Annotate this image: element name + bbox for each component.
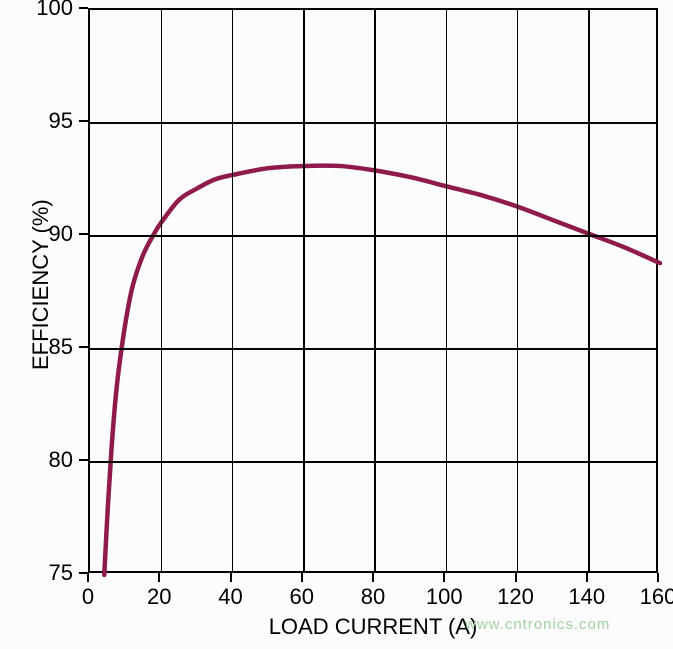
- x-tick-label: 140: [568, 584, 605, 610]
- grid-line-v: [374, 10, 376, 571]
- watermark: www.cntronics.com: [465, 616, 610, 633]
- plot-area: [88, 8, 658, 573]
- y-tick: [79, 459, 88, 461]
- x-tick-label: 40: [218, 584, 242, 610]
- y-tick: [79, 7, 88, 9]
- y-tick-label: 80: [49, 447, 73, 473]
- grid-line-h: [90, 461, 656, 463]
- x-tick-label: 20: [147, 584, 171, 610]
- grid-line-h: [90, 122, 656, 124]
- x-tick-label: 0: [82, 584, 94, 610]
- grid-line-v: [446, 10, 448, 571]
- y-tick: [79, 572, 88, 574]
- x-tick: [301, 573, 303, 582]
- y-tick-label: 95: [49, 108, 73, 134]
- x-tick: [372, 573, 374, 582]
- x-axis-label: LOAD CURRENT (A): [269, 614, 478, 640]
- x-tick: [515, 573, 517, 582]
- x-tick-label: 100: [426, 584, 463, 610]
- x-tick-label: 120: [497, 584, 534, 610]
- x-tick: [87, 573, 89, 582]
- y-tick-label: 100: [36, 0, 73, 21]
- grid-line-h: [90, 235, 656, 237]
- y-tick: [79, 346, 88, 348]
- grid-line-v: [588, 10, 590, 571]
- y-tick: [79, 120, 88, 122]
- x-tick-label: 60: [290, 584, 314, 610]
- y-tick-label: 75: [49, 560, 73, 586]
- grid-line-v: [232, 10, 234, 571]
- x-tick: [443, 573, 445, 582]
- grid-line-v: [517, 10, 519, 571]
- x-tick: [230, 573, 232, 582]
- x-tick: [657, 573, 659, 582]
- x-tick-label: 80: [361, 584, 385, 610]
- x-tick-label: 160: [640, 584, 673, 610]
- y-tick-label: 85: [49, 334, 73, 360]
- grid-line-v: [161, 10, 163, 571]
- y-tick-label: 90: [49, 221, 73, 247]
- efficiency-chart: { "chart": { "type": "line", "background…: [0, 0, 673, 649]
- x-tick: [586, 573, 588, 582]
- grid-line-h: [90, 348, 656, 350]
- x-tick: [158, 573, 160, 582]
- y-tick: [79, 233, 88, 235]
- grid-line-v: [303, 10, 305, 571]
